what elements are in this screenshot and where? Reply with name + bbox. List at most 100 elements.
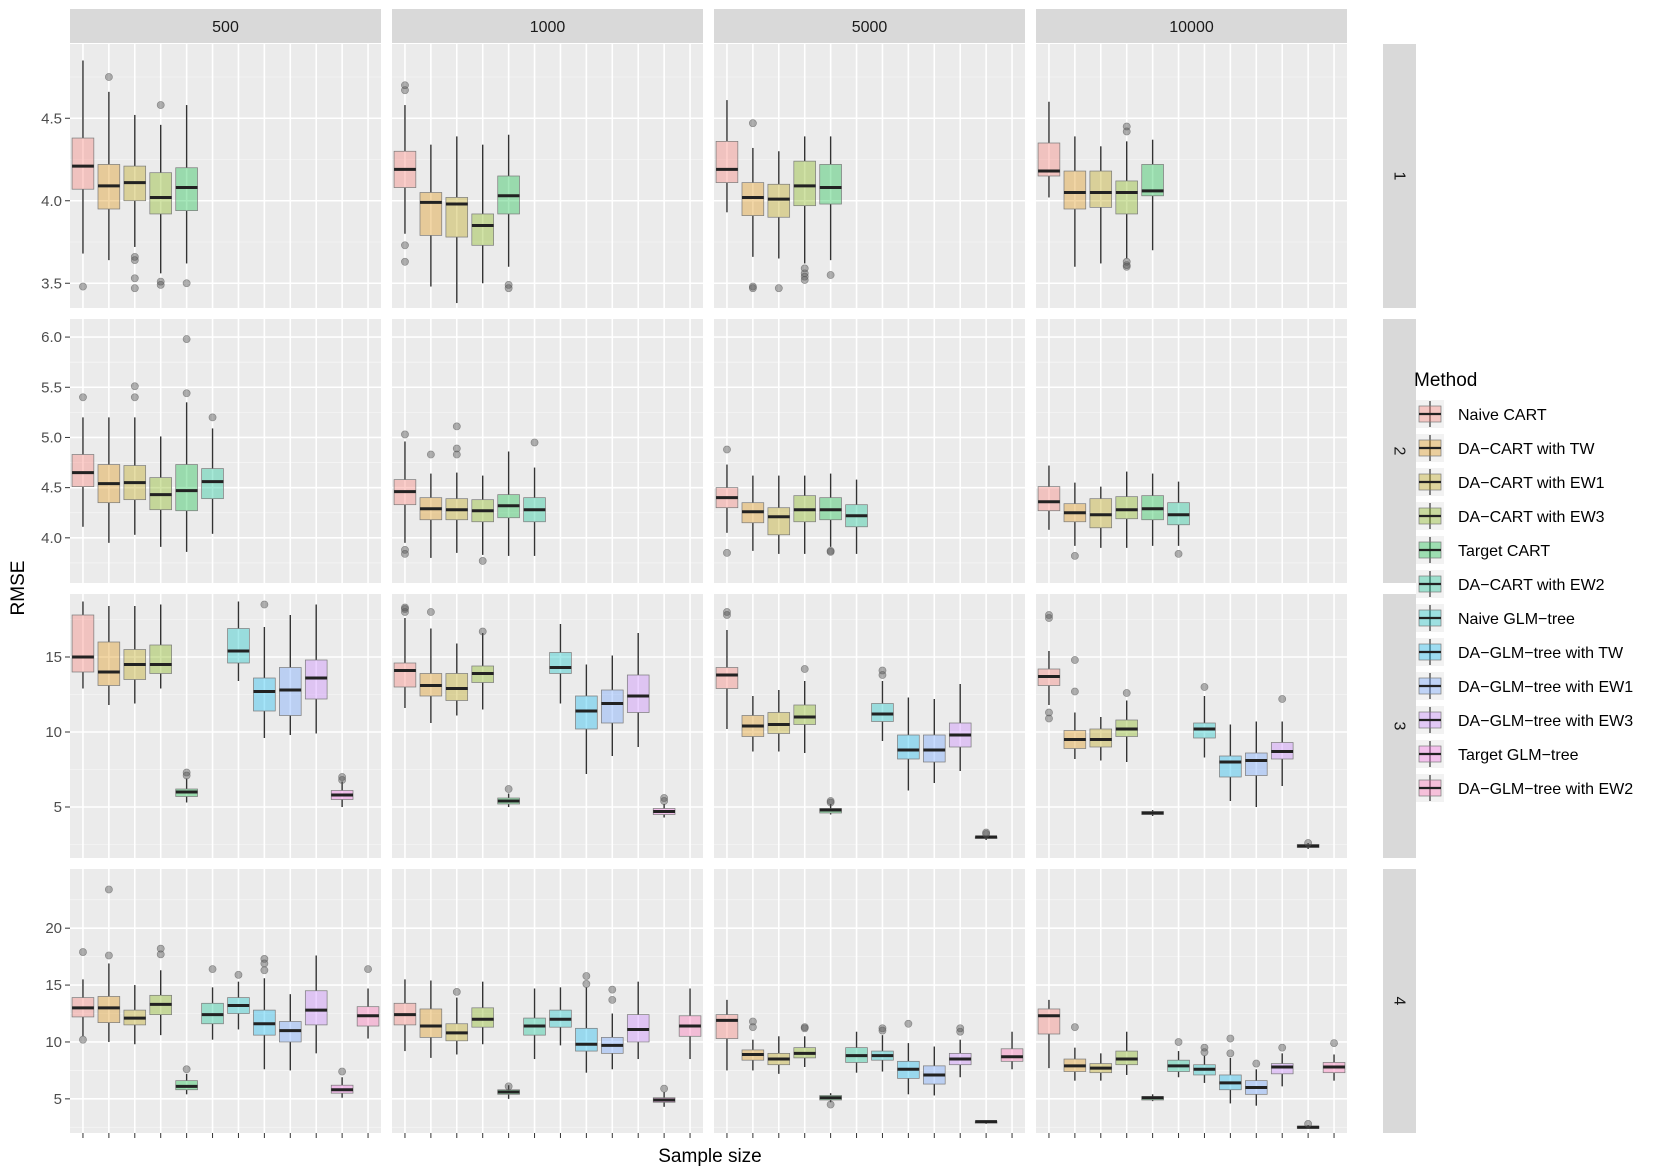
legend-item: DA−GLM−tree with EW2 <box>1416 774 1633 802</box>
y-tick-label: 5 <box>54 1091 62 1108</box>
outlier-point <box>608 985 617 994</box>
box <box>1245 1059 1268 1106</box>
box-body <box>201 468 224 500</box>
box <box>97 73 121 261</box>
outlier-point <box>1304 839 1313 847</box>
box <box>123 114 147 293</box>
box <box>97 417 121 543</box>
outlier-point <box>1045 611 1053 619</box>
box <box>793 665 816 753</box>
outlier-point <box>982 830 991 838</box>
outlier-point <box>401 608 409 616</box>
panel <box>70 44 381 308</box>
outlier-point <box>156 101 165 109</box>
box <box>1115 122 1138 271</box>
box <box>1037 611 1061 723</box>
outlier-point <box>826 547 835 556</box>
outlier-point <box>182 771 191 780</box>
box-body <box>741 182 765 216</box>
box <box>793 1023 816 1067</box>
column-strip <box>714 9 1025 43</box>
box <box>741 696 765 752</box>
outlier-point <box>504 1082 513 1091</box>
box <box>871 666 894 741</box>
box <box>175 1065 198 1095</box>
panel <box>714 319 1025 583</box>
panel <box>1036 44 1347 308</box>
box-body <box>1000 1048 1024 1062</box>
legend-item-label: Naive CART <box>1458 407 1547 424</box>
box-body <box>1245 752 1268 776</box>
y-tick-label: 6.0 <box>41 329 62 346</box>
outlier-point <box>260 600 269 609</box>
box <box>175 768 198 803</box>
legend-item-label: DA−GLM−tree with EW1 <box>1458 679 1633 696</box>
panel-background <box>392 594 703 858</box>
box-body <box>1115 496 1138 520</box>
outlier-point <box>1226 1034 1235 1043</box>
box <box>1219 1034 1242 1104</box>
x-axis-title: Sample size <box>658 1146 762 1167</box>
outlier-point <box>426 608 435 616</box>
box <box>1141 810 1164 816</box>
box <box>201 965 224 1040</box>
box <box>948 1024 972 1078</box>
outlier-point <box>582 980 591 988</box>
outlier-point <box>1122 127 1131 136</box>
box <box>549 624 572 704</box>
box-body <box>793 704 816 725</box>
outlier-point <box>79 282 87 291</box>
outlier-point <box>401 430 409 439</box>
outlier-point <box>1045 614 1053 622</box>
panel-background <box>70 44 381 308</box>
box <box>279 994 302 1071</box>
outlier-point <box>79 393 87 402</box>
box <box>601 985 624 1070</box>
box <box>471 144 494 284</box>
box <box>304 604 328 734</box>
box <box>330 773 354 807</box>
box <box>1296 1119 1320 1129</box>
outlier-point <box>104 885 113 894</box>
outlier-point <box>452 422 461 431</box>
outlier-point <box>182 279 191 288</box>
box-body <box>1089 498 1113 529</box>
box-body <box>253 677 276 712</box>
box <box>497 451 520 556</box>
box-body <box>1270 1063 1294 1075</box>
box <box>419 144 443 287</box>
legend-item-label: Naive GLM−tree <box>1458 611 1575 628</box>
outlier-point <box>723 548 731 557</box>
outlier-point <box>401 549 409 558</box>
box-body <box>149 644 172 674</box>
outlier-point <box>1122 262 1131 271</box>
box <box>445 136 469 304</box>
legend-item-label: DA−CART with TW <box>1458 441 1595 458</box>
box <box>227 601 250 681</box>
y-tick-label: 4.0 <box>41 193 62 210</box>
outlier-point <box>748 119 757 128</box>
outlier-point <box>608 995 617 1004</box>
outlier-point <box>401 257 409 266</box>
outlier-point <box>723 608 731 616</box>
box <box>1245 721 1268 807</box>
box <box>575 972 598 1073</box>
box <box>419 608 443 723</box>
box <box>923 699 946 783</box>
box <box>1167 481 1190 558</box>
box <box>149 604 172 689</box>
outlier-point <box>401 545 409 554</box>
box <box>741 475 765 551</box>
outlier-point <box>1070 551 1079 560</box>
box <box>741 119 765 293</box>
outlier-point <box>1226 1049 1235 1058</box>
column-strip <box>70 9 381 43</box>
column-strip <box>1036 9 1347 43</box>
panel-grid <box>70 44 1347 1133</box>
outlier-point <box>504 284 513 293</box>
box <box>1167 1038 1190 1078</box>
outlier-point <box>800 665 809 673</box>
panel-background <box>70 594 381 858</box>
panel-background <box>392 869 703 1133</box>
panel <box>1036 319 1347 583</box>
